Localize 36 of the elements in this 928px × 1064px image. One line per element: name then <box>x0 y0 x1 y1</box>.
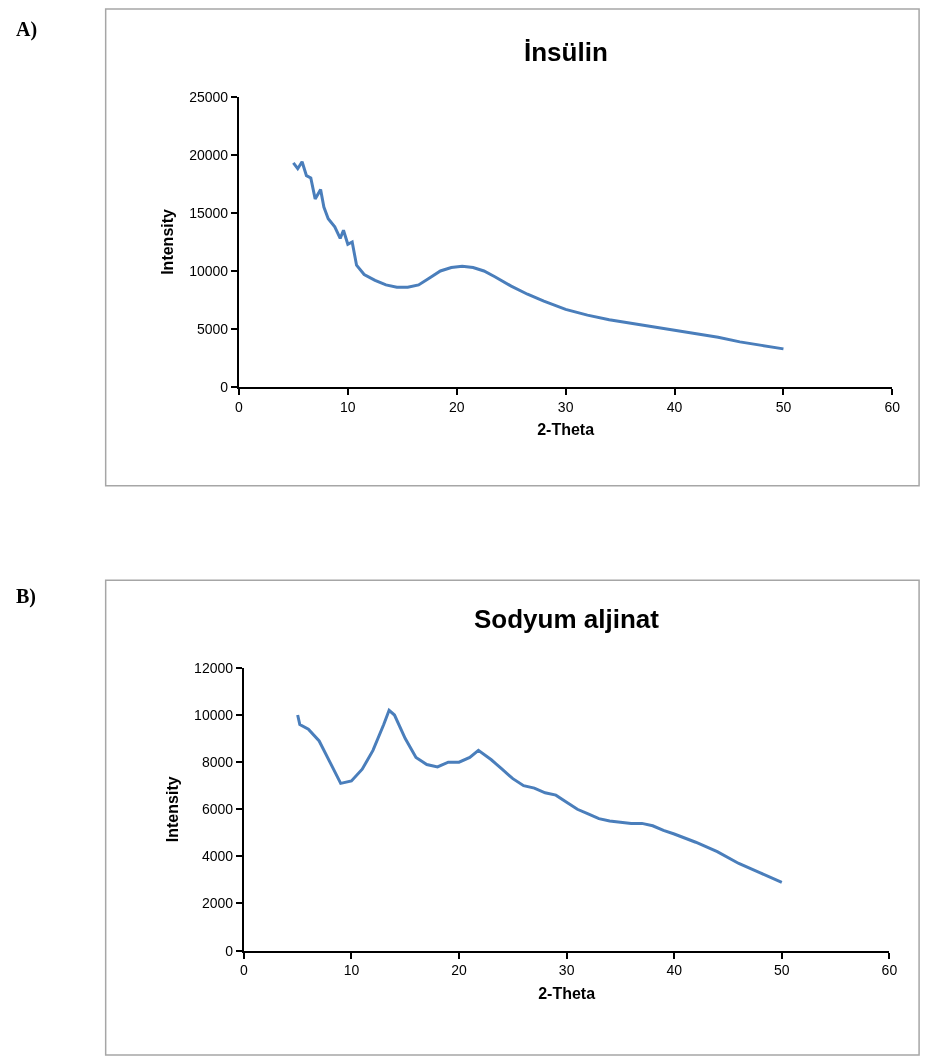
text: A) <box>16 18 38 41</box>
y-tick-label: 25000 <box>189 88 229 105</box>
x-axis-title: 2-Theta <box>538 984 596 1002</box>
x-tick-label: 30 <box>558 962 575 979</box>
x-tick-label: 20 <box>451 962 468 979</box>
x-tick-label: 40 <box>666 962 683 979</box>
line-series <box>296 708 784 884</box>
line-series <box>291 160 785 351</box>
y-tick-label: 4000 <box>201 848 234 865</box>
x-axis-title: 2-Theta <box>537 421 595 439</box>
chart-title: İnsülin <box>524 37 608 67</box>
x-tick-label: 30 <box>557 399 574 416</box>
y-tick-label: 6000 <box>201 801 234 818</box>
y-tick-label: 15000 <box>189 204 229 221</box>
y-tick-label: 20000 <box>189 146 229 163</box>
x-tick-label: 50 <box>775 399 792 416</box>
x-tick-label: 40 <box>666 399 683 416</box>
y-tick-label: 5000 <box>196 321 229 337</box>
text: B) <box>16 585 36 608</box>
x-tick-label: 20 <box>448 399 465 416</box>
chart-title: Sodyum aljinat <box>474 604 660 634</box>
x-tick-label: 0 <box>239 962 248 979</box>
y-tick-label: 10000 <box>194 706 234 723</box>
x-tick-label: 10 <box>340 399 356 416</box>
y-tick-label: 2000 <box>201 895 234 912</box>
x-tick-label: 60 <box>884 399 901 416</box>
x-tick-label: 10 <box>343 962 360 979</box>
y-axis-title: Intensity <box>158 208 176 275</box>
y-tick-label: 0 <box>220 379 229 396</box>
y-tick-label: 10000 <box>189 262 229 279</box>
y-tick-label: 12000 <box>194 659 234 676</box>
x-tick-label: 60 <box>881 962 898 979</box>
y-tick-label: 8000 <box>201 754 234 771</box>
y-tick-label: 0 <box>225 942 234 959</box>
y-axis-title: Intensity <box>163 776 181 843</box>
x-tick-label: 50 <box>774 962 790 979</box>
